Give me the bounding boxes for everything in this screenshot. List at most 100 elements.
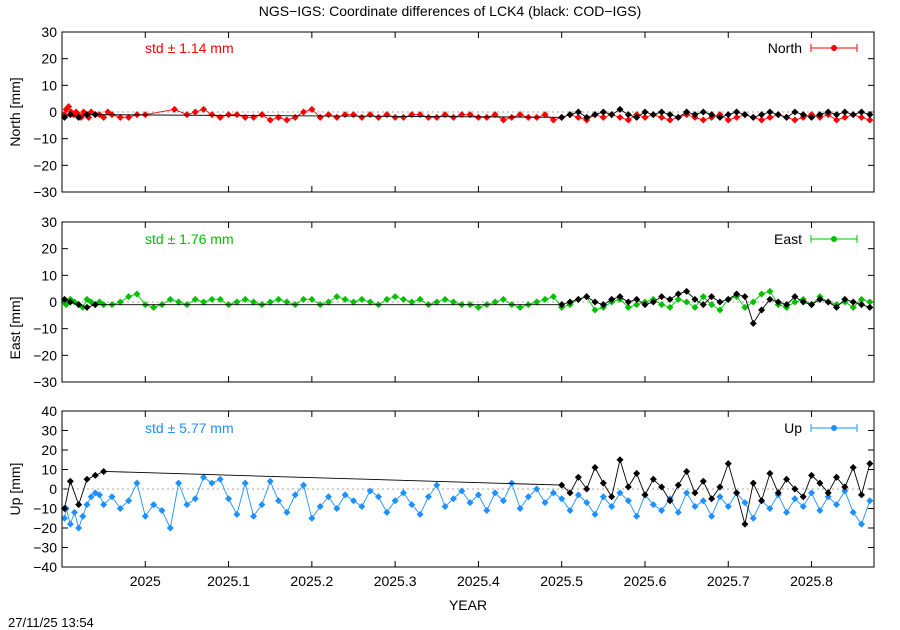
data-point <box>241 295 249 303</box>
data-point <box>83 475 91 483</box>
data-point <box>641 113 649 121</box>
data-point <box>233 510 241 518</box>
data-point <box>641 301 649 309</box>
data-point <box>433 298 441 306</box>
data-point <box>616 489 624 497</box>
data-point <box>208 111 216 119</box>
data-point <box>849 508 857 516</box>
data-point <box>699 116 707 124</box>
data-point <box>408 111 416 119</box>
y-tick-label: 20 <box>41 51 57 67</box>
data-point <box>766 113 774 121</box>
data-point <box>599 479 607 487</box>
data-point <box>325 111 333 119</box>
north-panel: North [mm] std ± 1.14 mm North −30 −20 −10… <box>7 24 875 200</box>
data-point <box>758 290 766 298</box>
x-tick-label: 2025 <box>130 573 161 589</box>
data-point <box>275 497 283 505</box>
y-tick-label: 10 <box>41 462 57 478</box>
y-tick-label: 0 <box>49 481 57 497</box>
data-point <box>60 113 68 121</box>
data-point <box>150 303 158 311</box>
data-point <box>83 303 91 311</box>
data-point <box>300 295 308 303</box>
data-point <box>858 301 866 309</box>
data-point <box>558 481 566 489</box>
data-point <box>741 499 749 507</box>
data-point <box>674 113 682 121</box>
data-point <box>549 293 557 301</box>
data-point <box>283 298 291 306</box>
data-point <box>75 501 83 509</box>
data-point <box>366 298 374 306</box>
east-legend-label: East <box>774 231 802 247</box>
up-ylabel: Up [mm] <box>7 463 23 516</box>
data-point <box>824 493 832 501</box>
data-point <box>599 108 607 116</box>
east-ylabel: East [mm] <box>7 296 23 359</box>
data-point <box>591 464 599 472</box>
data-point <box>783 508 791 516</box>
data-point <box>733 108 741 116</box>
data-point <box>175 479 183 487</box>
data-point <box>691 303 699 311</box>
data-point <box>816 111 824 119</box>
data-point <box>574 108 582 116</box>
up-series-blue <box>60 473 874 532</box>
data-point <box>158 506 166 514</box>
data-point <box>616 113 624 121</box>
data-point <box>449 113 457 121</box>
data-point <box>133 290 141 298</box>
data-point <box>583 485 591 493</box>
data-point <box>649 298 657 306</box>
data-point <box>708 111 716 119</box>
data-point <box>208 479 216 487</box>
up-legend-marker <box>810 424 858 432</box>
data-point <box>866 111 874 119</box>
data-point <box>591 306 599 314</box>
data-point <box>408 298 416 306</box>
data-point <box>566 111 574 119</box>
data-point <box>841 108 849 116</box>
data-point <box>225 495 233 503</box>
data-point <box>791 108 799 116</box>
data-point <box>716 306 724 314</box>
data-point <box>624 116 632 124</box>
north-ylabel: North [mm] <box>7 77 23 146</box>
data-point <box>758 116 766 124</box>
y-tick-label: −10 <box>33 131 57 147</box>
data-point <box>749 514 757 522</box>
data-point <box>824 298 832 306</box>
x-axis-label: YEAR <box>449 597 487 613</box>
data-point <box>166 524 174 532</box>
data-point <box>474 113 482 121</box>
x-tick-label: 2025.8 <box>790 573 833 589</box>
data-point <box>374 493 382 501</box>
data-point <box>358 113 366 121</box>
data-point <box>866 497 874 505</box>
data-point <box>491 489 499 497</box>
data-point <box>325 493 333 501</box>
data-point <box>766 505 774 512</box>
data-point <box>849 464 857 472</box>
data-point <box>141 512 149 520</box>
data-point <box>774 489 782 497</box>
data-point <box>583 499 591 507</box>
data-point <box>283 508 291 516</box>
y-tick-label: −30 <box>33 184 57 200</box>
data-point <box>283 116 291 124</box>
data-point <box>91 301 99 309</box>
data-point <box>60 295 68 303</box>
data-point <box>383 508 391 516</box>
data-point <box>333 113 341 121</box>
data-point <box>708 301 716 309</box>
data-point <box>208 295 216 303</box>
east-legend-marker <box>810 235 858 243</box>
data-point <box>399 489 407 497</box>
data-point <box>349 111 357 119</box>
north-std-label: std ± 1.14 mm <box>145 40 234 56</box>
data-point <box>633 512 641 520</box>
data-point <box>841 113 849 121</box>
y-tick-label: 20 <box>41 241 57 257</box>
y-tick-label: −30 <box>33 540 57 556</box>
